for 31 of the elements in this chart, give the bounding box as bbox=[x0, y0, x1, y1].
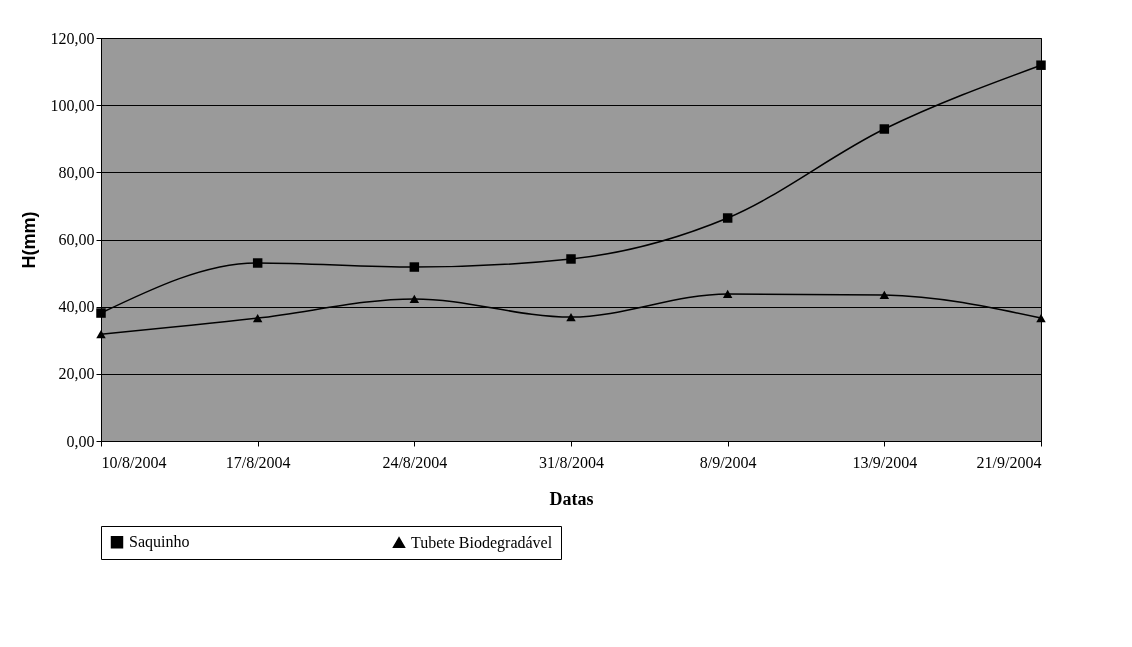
y-tick-label: 20,00 bbox=[58, 365, 95, 383]
y-tick-label: 60,00 bbox=[58, 231, 95, 248]
x-tick-label: 13/9/2004 bbox=[852, 453, 918, 471]
x-tick-label: 17/8/2004 bbox=[225, 453, 291, 471]
legend-label: Tubete Biodegradável bbox=[411, 533, 553, 552]
x-axis-title: Datas bbox=[549, 488, 594, 509]
point bbox=[1036, 313, 1046, 323]
y-tick-label: 80,00 bbox=[58, 163, 95, 181]
point bbox=[722, 213, 733, 223]
legend-label: Saquinho bbox=[129, 533, 190, 552]
point bbox=[566, 312, 576, 322]
point bbox=[252, 313, 263, 323]
x-tick-label: 31/8/2004 bbox=[539, 453, 604, 471]
point bbox=[1036, 60, 1046, 70]
point bbox=[252, 258, 263, 268]
y-tick-label: 100,00 bbox=[50, 96, 95, 114]
y-axis-title: H(mm) bbox=[18, 211, 39, 269]
point bbox=[879, 290, 890, 300]
y-tick-label: 0,00 bbox=[66, 432, 95, 450]
x-tick-label: 8/9/2004 bbox=[699, 453, 757, 471]
point bbox=[566, 254, 576, 264]
x-tick-label: 10/8/2004 bbox=[101, 453, 167, 471]
point bbox=[96, 330, 106, 339]
point bbox=[722, 289, 733, 299]
y-tick-label: 40,00 bbox=[58, 298, 95, 316]
x-tick-label: 24/8/2004 bbox=[382, 453, 448, 471]
x-tick-label: 21/9/2004 bbox=[976, 453, 1042, 471]
point bbox=[409, 262, 420, 272]
y-tick-label: 120,00 bbox=[50, 29, 95, 47]
point bbox=[879, 124, 890, 134]
point bbox=[409, 294, 420, 304]
